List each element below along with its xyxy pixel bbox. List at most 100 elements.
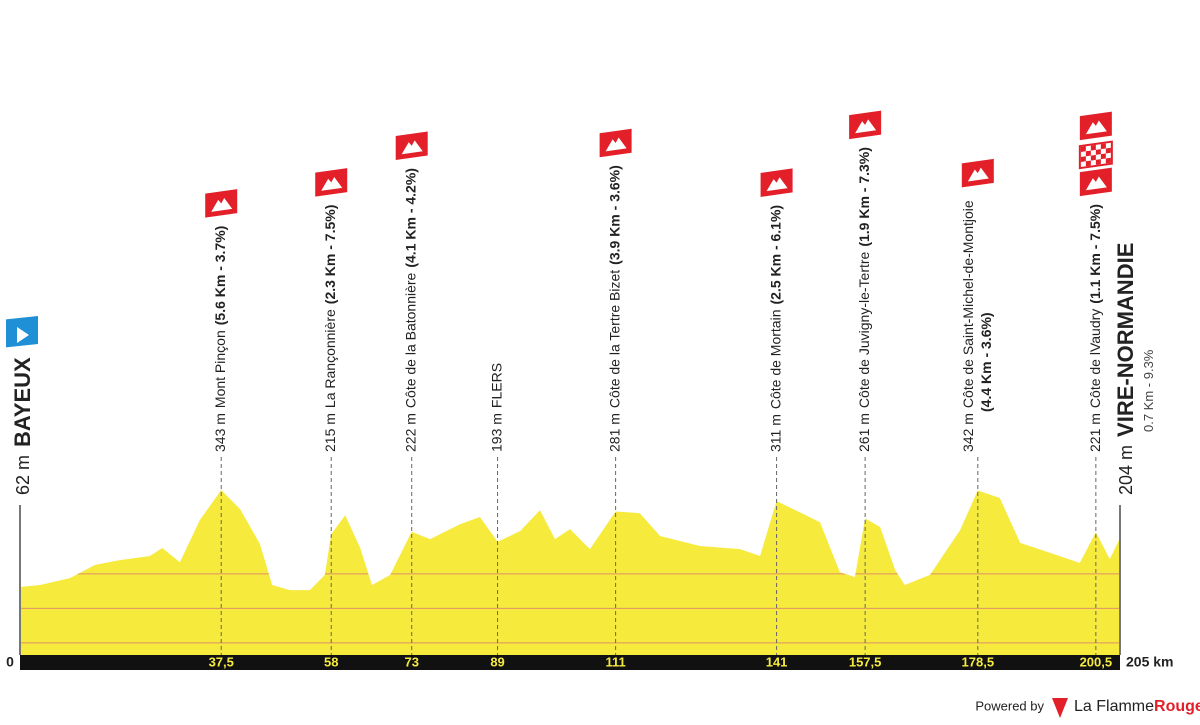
point-name: Côte de Juvigny-le-Tertre [856, 251, 872, 408]
point-name: FLERS [488, 363, 504, 408]
point-label: 311 m Côte de Mortain (2.5 Km - 6.1%) [767, 205, 783, 452]
climb-icon [849, 110, 882, 140]
finish-icon [1078, 140, 1113, 170]
icon-mountain [401, 140, 423, 155]
climb-icon [395, 131, 428, 161]
icon-check [1105, 157, 1111, 164]
point-label: 193 m FLERS [488, 363, 504, 452]
icon-mountain [321, 176, 343, 191]
icon-bg [961, 158, 994, 188]
start-name: BAYEUX [10, 357, 35, 447]
point-elevation: 193 m [488, 413, 504, 452]
point-name: Côte de la Batonnière [402, 272, 418, 408]
km-label: 178,5 [962, 654, 995, 669]
point-elevation: 343 m [212, 413, 228, 452]
km-label: 141 [766, 654, 788, 669]
finish-elevation: 204 m [1116, 445, 1136, 495]
icon-mountain [1085, 176, 1107, 191]
point-detail: (4.1 Km - 4.2%) [402, 168, 418, 268]
point-detail-line: (4.4 Km - 3.6%) [978, 312, 994, 412]
point-elevation: 221 m [1087, 413, 1103, 452]
climb-icon [961, 158, 994, 188]
icon-bg [849, 110, 882, 140]
point-elevation: 222 m [402, 413, 418, 452]
km-bar [20, 655, 1120, 670]
point-label: 222 m Côte de la Batonnière (4.1 Km - 4.2%… [402, 168, 418, 452]
icon-mountain [967, 167, 989, 182]
point-label: 281 m Côte de la Tertre Bizet (3.9 Km - 3.… [606, 165, 622, 452]
icon-bg [205, 189, 238, 218]
climb-icon [1079, 111, 1112, 141]
climb-icon [205, 189, 238, 218]
icon-bg [395, 131, 428, 161]
icon-mountain [855, 119, 877, 134]
powered-by: Powered by [975, 698, 1044, 713]
point-detail: (1.9 Km - 7.3%) [856, 147, 872, 247]
finish-detail-text: 0.7 Km - 9.3% [1141, 349, 1156, 432]
icon-check [1100, 153, 1106, 160]
km-label: 157,5 [849, 654, 882, 669]
finish-detail: 0.7 Km - 9.3% [1141, 349, 1156, 432]
km-label: 37,5 [209, 654, 234, 669]
footer: Powered by La FlammeRouge [975, 698, 1200, 718]
point-name: Mont Pinçon [212, 330, 228, 408]
icon-check [1085, 150, 1091, 157]
icon-mountain [211, 197, 233, 212]
point-detail: (1.1 Km - 7.5%) [1087, 204, 1103, 304]
icon-check [1085, 160, 1091, 167]
point-name: La Rançonnière [322, 309, 338, 408]
start-arrow [17, 327, 29, 343]
brand-bold: Rouge [1154, 698, 1200, 715]
point-label: 261 m Côte de Juvigny-le-Tertre (1.9 Km - … [856, 147, 872, 452]
km-label: 111 [605, 654, 625, 669]
icon-check [1095, 159, 1101, 165]
point-elevation: 342 m [960, 413, 976, 452]
point-detail: (3.9 Km - 3.6%) [606, 165, 622, 265]
brand-name: La Flamme [1074, 698, 1154, 715]
km-label: 58 [324, 654, 338, 669]
climb-icon [599, 128, 632, 158]
logo-flame [1052, 698, 1068, 718]
point-detail: (5.6 Km - 3.7%) [212, 226, 228, 326]
icon-bg [760, 168, 793, 197]
climb-icon [315, 168, 348, 197]
point-label: 343 m Mont Pinçon (5.6 Km - 3.7%) [212, 226, 228, 452]
finish-label: 204 m VIRE-NORMANDIE [1113, 243, 1138, 495]
icon-check [1090, 144, 1096, 151]
point-detail: (4.4 Km - 3.6%) [978, 312, 994, 412]
x-start-label: 0 [6, 654, 14, 670]
point-name: Côte de lVaudry [1087, 309, 1103, 408]
icon-bg [599, 128, 632, 158]
icon-mountain [766, 177, 788, 192]
icon-mountain [1085, 120, 1107, 135]
km-label: 73 [404, 654, 418, 669]
start-elevation: 62 m [13, 455, 33, 495]
icon-check [1080, 156, 1086, 162]
point-detail: (2.5 Km - 6.1%) [767, 205, 783, 305]
icon-bg [1079, 167, 1112, 197]
point-name: Côte de Mortain [767, 310, 783, 410]
profile-area [20, 490, 1120, 655]
icon-check [1080, 146, 1086, 152]
point-label: 342 m Côte de Saint-Michel-de-Montjoie [960, 200, 976, 452]
icon-check [1100, 143, 1106, 150]
icon-check [1105, 147, 1111, 154]
point-name: Côte de Saint-Michel-de-Montjoie [960, 200, 976, 408]
start-label: 62 m BAYEUX [10, 357, 35, 495]
icon-bg [315, 168, 348, 197]
icon-bg [1079, 111, 1112, 141]
finish-name: VIRE-NORMANDIE [1113, 243, 1138, 437]
x-end-label: 205 km [1126, 654, 1173, 670]
brand: La FlammeRouge [1074, 698, 1200, 715]
climb-icon [760, 168, 793, 197]
point-elevation: 215 m [322, 413, 338, 452]
icon-mountain [605, 137, 627, 152]
climb-icon [1079, 167, 1112, 197]
point-label: 215 m La Rançonnière (2.3 Km - 7.5%) [322, 205, 338, 452]
km-label: 89 [490, 654, 504, 669]
point-elevation: 311 m [767, 414, 783, 452]
km-label: 200,5 [1080, 654, 1113, 669]
point-name: Côte de la Tertre Bizet [606, 270, 622, 408]
icon-check [1090, 154, 1096, 161]
